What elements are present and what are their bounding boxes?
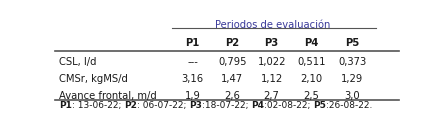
Text: P4: P4 xyxy=(304,38,319,48)
Text: 2,7: 2,7 xyxy=(264,91,280,101)
Text: 1,9: 1,9 xyxy=(185,91,201,101)
Text: 2,5: 2,5 xyxy=(303,91,319,101)
Text: P5: P5 xyxy=(345,38,359,48)
Text: 1,12: 1,12 xyxy=(260,74,283,84)
Text: Periodos de evaluación: Periodos de evaluación xyxy=(215,20,330,30)
Text: 2,6: 2,6 xyxy=(224,91,240,101)
Text: 1,29: 1,29 xyxy=(341,74,363,84)
Text: : 13-06-22;: : 13-06-22; xyxy=(72,101,124,110)
Text: :26-08-22.: :26-08-22. xyxy=(326,101,373,110)
Text: 1,022: 1,022 xyxy=(257,57,286,67)
Text: P4: P4 xyxy=(251,101,264,110)
Text: 0,511: 0,511 xyxy=(297,57,326,67)
Text: P1: P1 xyxy=(59,101,72,110)
Text: P2: P2 xyxy=(225,38,239,48)
Text: P2: P2 xyxy=(124,101,137,110)
Text: ---: --- xyxy=(187,57,198,67)
Text: 3,0: 3,0 xyxy=(345,91,360,101)
Text: 0,373: 0,373 xyxy=(338,57,366,67)
Text: :02-08-22;: :02-08-22; xyxy=(264,101,314,110)
Text: 1,47: 1,47 xyxy=(221,74,243,84)
Text: 2,10: 2,10 xyxy=(300,74,322,84)
Text: :18-07-22;: :18-07-22; xyxy=(202,101,251,110)
Text: P3: P3 xyxy=(264,38,279,48)
Text: P1: P1 xyxy=(186,38,200,48)
Text: Avance frontal, m/d: Avance frontal, m/d xyxy=(59,91,156,101)
Text: 3,16: 3,16 xyxy=(182,74,204,84)
Text: 0,795: 0,795 xyxy=(218,57,246,67)
Text: P3: P3 xyxy=(189,101,202,110)
Text: CSL, l/d: CSL, l/d xyxy=(59,57,96,67)
Text: CMSr, kgMS/d: CMSr, kgMS/d xyxy=(59,74,128,84)
Text: : 06-07-22;: : 06-07-22; xyxy=(137,101,189,110)
Text: P5: P5 xyxy=(314,101,326,110)
